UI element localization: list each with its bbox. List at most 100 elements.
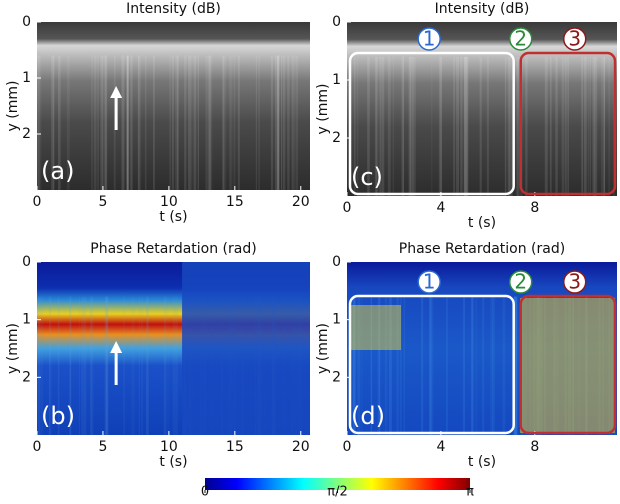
image	[37, 22, 310, 190]
texture	[167, 296, 169, 435]
y-tick-label: 1	[22, 312, 31, 328]
texture	[51, 55, 54, 190]
texture	[222, 55, 225, 190]
texture	[287, 55, 290, 190]
texture	[258, 55, 260, 190]
texture	[515, 296, 518, 435]
texture	[370, 296, 373, 435]
marker-label: 3	[568, 270, 581, 294]
texture	[464, 56, 467, 196]
texture	[602, 56, 606, 196]
texture	[463, 56, 466, 196]
texture	[490, 296, 493, 435]
texture	[175, 296, 178, 435]
texture	[138, 296, 141, 435]
x-tick-label: 5	[98, 194, 107, 210]
x-tick-label: 0	[343, 200, 352, 216]
y-tick-label: 2	[22, 369, 31, 385]
texture	[492, 296, 495, 435]
texture	[49, 296, 51, 435]
marker-circle	[562, 270, 587, 294]
texture	[432, 296, 434, 435]
texture	[123, 296, 126, 435]
texture	[69, 296, 72, 435]
texture	[132, 296, 135, 435]
texture	[593, 56, 595, 196]
texture	[544, 56, 548, 196]
marker-label: 2	[514, 270, 527, 294]
x-tick-label: 20	[292, 439, 310, 455]
texture	[105, 296, 109, 435]
texture	[384, 296, 388, 435]
x-tick-label: 4	[436, 439, 445, 455]
texture	[176, 55, 178, 190]
texture	[514, 296, 517, 435]
texture	[174, 55, 177, 190]
region-box	[519, 294, 617, 435]
texture	[457, 56, 459, 196]
region-box	[348, 51, 515, 196]
texture	[104, 296, 108, 435]
texture	[361, 296, 363, 435]
texture	[105, 55, 108, 190]
x-tick-label: 10	[160, 439, 178, 455]
texture	[511, 56, 513, 196]
texture	[379, 296, 381, 435]
texture	[146, 296, 149, 435]
texture	[382, 56, 385, 196]
texture	[90, 296, 92, 435]
y-tick-label: 2	[332, 130, 341, 146]
texture	[91, 296, 94, 435]
x-axis-label: t (s)	[159, 209, 187, 225]
texture	[479, 56, 482, 196]
y-tick-label: 0	[332, 254, 341, 270]
texture	[97, 55, 99, 190]
texture	[412, 56, 415, 196]
marker-label: 1	[423, 270, 436, 294]
marker-circle	[417, 270, 441, 294]
texture	[453, 56, 456, 196]
texture	[144, 55, 147, 190]
texture	[283, 55, 286, 190]
hot-region	[520, 298, 615, 433]
y-tick-label: 0	[22, 254, 31, 270]
texture	[389, 296, 392, 435]
texture	[587, 56, 589, 196]
texture	[508, 56, 511, 196]
texture	[555, 56, 558, 196]
texture	[274, 55, 277, 190]
texture	[171, 55, 174, 190]
texture	[374, 56, 378, 196]
texture	[567, 56, 569, 196]
texture	[209, 55, 213, 190]
texture	[58, 55, 60, 190]
texture	[466, 56, 469, 196]
x-tick-label: 8	[530, 200, 539, 216]
image	[347, 22, 617, 196]
colorbar-tick-label: 0	[201, 485, 209, 500]
x-tick-label: 20	[292, 194, 310, 210]
texture	[233, 55, 236, 190]
texture	[502, 296, 506, 435]
y-tick-label: 1	[332, 72, 341, 88]
texture	[291, 55, 294, 190]
texture	[127, 55, 130, 190]
texture	[104, 55, 107, 190]
texture	[101, 55, 105, 190]
texture	[137, 55, 140, 190]
texture	[230, 55, 233, 190]
texture	[131, 296, 133, 435]
texture	[504, 56, 507, 196]
texture	[293, 55, 296, 190]
texture	[208, 55, 210, 190]
panel-title: Intensity (dB)	[435, 1, 530, 17]
texture	[70, 296, 72, 435]
panel-title: Phase Retardation (rad)	[399, 241, 565, 257]
texture	[603, 56, 606, 196]
texture	[176, 55, 179, 190]
panel-title: Intensity (dB)	[126, 1, 221, 17]
marker-circle	[508, 270, 533, 294]
texture	[172, 296, 176, 435]
texture	[94, 55, 97, 190]
